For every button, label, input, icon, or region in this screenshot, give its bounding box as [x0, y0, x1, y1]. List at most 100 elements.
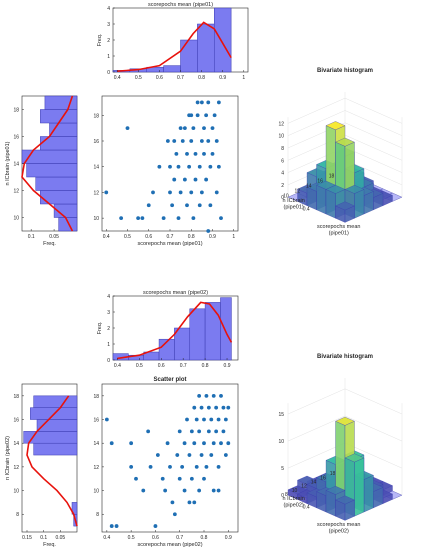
scatter-1-point [189, 113, 194, 118]
hist3d-2-ztick-label: 10 [278, 439, 284, 445]
scatter-1-point [172, 177, 177, 182]
top-hist-1-bar [197, 23, 215, 73]
scatter-2-point [129, 441, 134, 446]
scatter-1-point [189, 190, 194, 195]
scatter-2-point [153, 524, 158, 528]
left-hist-2-ytick-label: 10 [13, 489, 19, 495]
scatter-1-point [214, 139, 219, 143]
left-hist-1-bar [40, 109, 78, 124]
scatter-2-point [194, 464, 199, 469]
hist3d-1-ztick-label: 10 [278, 134, 284, 140]
scatter-2-point [199, 405, 204, 410]
scatter-2-point [204, 393, 209, 398]
top-hist-1-xtick-label: 0.7 [177, 75, 184, 81]
scatter-1-ytick-label: 12 [93, 190, 99, 196]
top-hist-1-bar [163, 65, 181, 73]
hist3d-2-title: Bivariate histogram [317, 354, 373, 360]
scatter-2-point [219, 441, 223, 446]
scatter-2-point [209, 453, 214, 457]
scatter-1-point [187, 164, 192, 169]
hist3d-2-bar-face [363, 475, 374, 513]
top-hist-1-fit-curve [117, 21, 232, 72]
hist3d-1-ztick-label: 2 [281, 183, 284, 189]
hist3d-2-ztick-label: 15 [278, 412, 284, 418]
hist3d-2-ytick-label: 16 [320, 475, 326, 481]
top-hist-2-bar [174, 327, 191, 361]
top-hist-2-xtick-label: 0.7 [180, 363, 187, 369]
hist3d-1-xtick-label: 0.4 [303, 207, 310, 213]
scatter-1-ytick-label: 18 [93, 113, 99, 119]
scatter-2-point [197, 429, 202, 434]
scatter-1-ytick-label: 14 [93, 165, 99, 171]
hist3d-1-bar-face [316, 184, 327, 215]
scatter-2-title: Scatter plot [153, 377, 186, 383]
scatter-2-point [177, 429, 182, 434]
hist3d-2-xlabel: scorepochs mean [317, 522, 360, 528]
scatter-1-point [208, 164, 213, 169]
hist3d-1-title: Bivariate histogram [317, 68, 373, 74]
scatter-1-point [104, 190, 109, 195]
scatter-2-point [211, 393, 216, 398]
scatter-2-point [165, 441, 170, 446]
hist3d-2-bar-top [344, 453, 365, 463]
top-hist-1-ytick-label: 2 [107, 38, 110, 44]
left-hist-1-ytick-label: 16 [13, 135, 19, 141]
left-hist-2-ylabel: n ICbrain (pipe02) [5, 436, 11, 480]
scatter-2-point [160, 476, 165, 481]
scatter-1-point [216, 164, 221, 169]
scatter-1-xtick-label: 0.7 [167, 234, 174, 240]
scatter-1-point [178, 126, 183, 131]
top-hist-2-xtick-label: 0.5 [136, 363, 143, 369]
scatter-2-point [141, 488, 146, 493]
scatter-2-xtick-label: 0.9 [225, 535, 232, 541]
scatter-2-ytick-label: 18 [93, 394, 99, 400]
top-hist-2-bar [220, 297, 232, 361]
scatter-1-point [168, 164, 172, 169]
scatter-2-point [202, 417, 206, 422]
hist3d-1-ztick-label: 8 [281, 146, 284, 152]
hist3d-2-ytick-label: 14 [311, 480, 317, 486]
scatter-1-xtick-label: 0.6 [145, 234, 152, 240]
hist3d-2-ytick-label: 8 [285, 492, 288, 498]
left-hist-2-bar [71, 502, 78, 515]
left-hist-2-fit-curve [26, 395, 78, 527]
hist3d-2-ztick-label: 5 [281, 466, 284, 472]
scatter-1-point [185, 151, 189, 156]
hist3d-1-bar-face [325, 189, 336, 219]
scatter-2-point [214, 429, 219, 434]
top-hist-2-title: scorepochs mean (pipe02) [143, 290, 208, 296]
top-hist-1-xtick-label: 0.6 [156, 75, 163, 81]
hist3d-2-bar-face [354, 457, 365, 517]
scatter-1-ytick-label: 16 [93, 139, 99, 145]
scatter-2-point [206, 429, 211, 434]
left-hist-1-xtick-label: 0.05 [49, 234, 59, 240]
hist3d-1-ytick-label: 18 [329, 174, 335, 180]
hist3d-2-ylabel: (pipe02) [284, 502, 304, 508]
scatter-1-point [214, 190, 219, 195]
hist3d-1-bar-face [354, 189, 365, 219]
left-hist-2-xtick-label: 0.15 [22, 535, 32, 541]
top-hist-2-xtick-label: 0.8 [202, 363, 209, 369]
scatter-1-point [208, 203, 213, 208]
scatter-2-point [177, 476, 182, 481]
left-hist-1-ytick-label: 18 [13, 108, 19, 114]
scatter-1-point [197, 164, 202, 169]
hist3d-1-ylabel: n ICbrain [282, 198, 304, 204]
scatter-2-point [197, 393, 202, 398]
left-hist-2-bar [23, 431, 78, 444]
scatter-2-point [187, 453, 192, 457]
scatter-2-xtick-label: 0.5 [128, 535, 135, 541]
scatter-2-point [182, 488, 187, 493]
hist3d-1-ylabel: (pipe01) [284, 204, 304, 210]
scatter-2-point [221, 429, 226, 434]
scatter-2-xtick-label: 0.6 [152, 535, 159, 541]
hist3d-1-bar [335, 201, 355, 223]
left-hist-2-bar [33, 442, 78, 456]
scatter-2-point [189, 429, 194, 434]
hist3d-1-ztick-label: 6 [281, 158, 284, 164]
hist3d-2-bar-top [325, 485, 346, 495]
scatter-1-xlabel: scorepochs mean (pipe01) [137, 241, 202, 247]
scatter-2-axes-box [101, 383, 239, 533]
left-hist-2-ytick-label: 12 [13, 465, 19, 471]
